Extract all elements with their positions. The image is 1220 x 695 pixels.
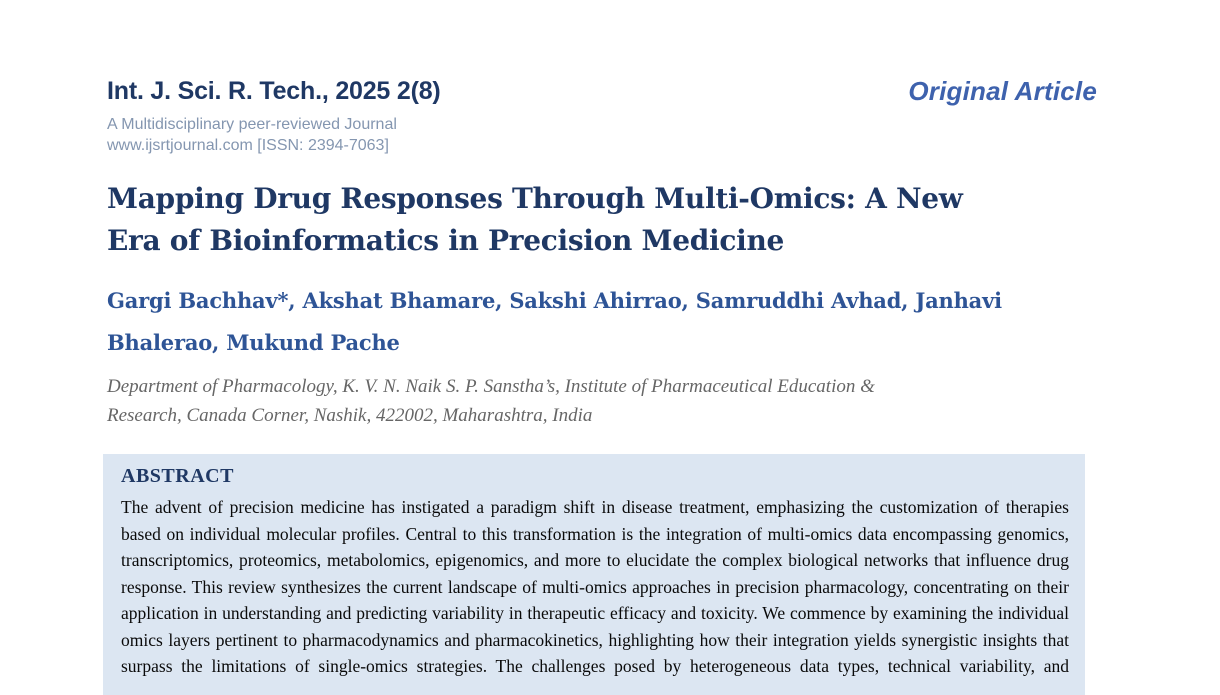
abstract-panel: ABSTRACT The advent of precision medicin… [103,454,1085,695]
article-affiliation-line-2: Research, Canada Corner, Nashik, 422002,… [107,405,593,426]
article-affiliation-line-1: Department of Pharmacology, K. V. N. Nai… [107,376,875,397]
article-type-label: Original Article [908,76,1097,106]
article-title: Mapping Drug Responses Through Multi-Omi… [107,178,1097,262]
article-title-line-1: Mapping Drug Responses Through Multi-Omi… [107,182,963,215]
journal-identity-block: Int. J. Sci. R. Tech., 2025 2(8) A Multi… [107,76,441,156]
page-header: Int. J. Sci. R. Tech., 2025 2(8) A Multi… [107,76,1097,156]
article-title-line-2: Era of Bioinformatics in Precision Medic… [107,224,785,257]
journal-title: Int. J. Sci. R. Tech., 2025 2(8) [107,77,441,105]
abstract-body-text: The advent of precision medicine has ins… [121,497,1069,676]
journal-url-issn: www.ijsrtjournal.com [ISSN: 2394-7063] [107,137,389,154]
abstract-heading: ABSTRACT [121,465,234,487]
journal-subtitle: A Multidisciplinary peer-reviewed Journa… [107,116,397,133]
article-affiliation: Department of Pharmacology, K. V. N. Nai… [107,372,1097,430]
article-authors: Gargi Bachhav*, Akshat Bhamare, Sakshi A… [107,280,1097,364]
article-authors-line-2: Bhalerao, Mukund Pache [107,330,400,355]
article-authors-line-1: Gargi Bachhav*, Akshat Bhamare, Sakshi A… [107,288,1002,313]
